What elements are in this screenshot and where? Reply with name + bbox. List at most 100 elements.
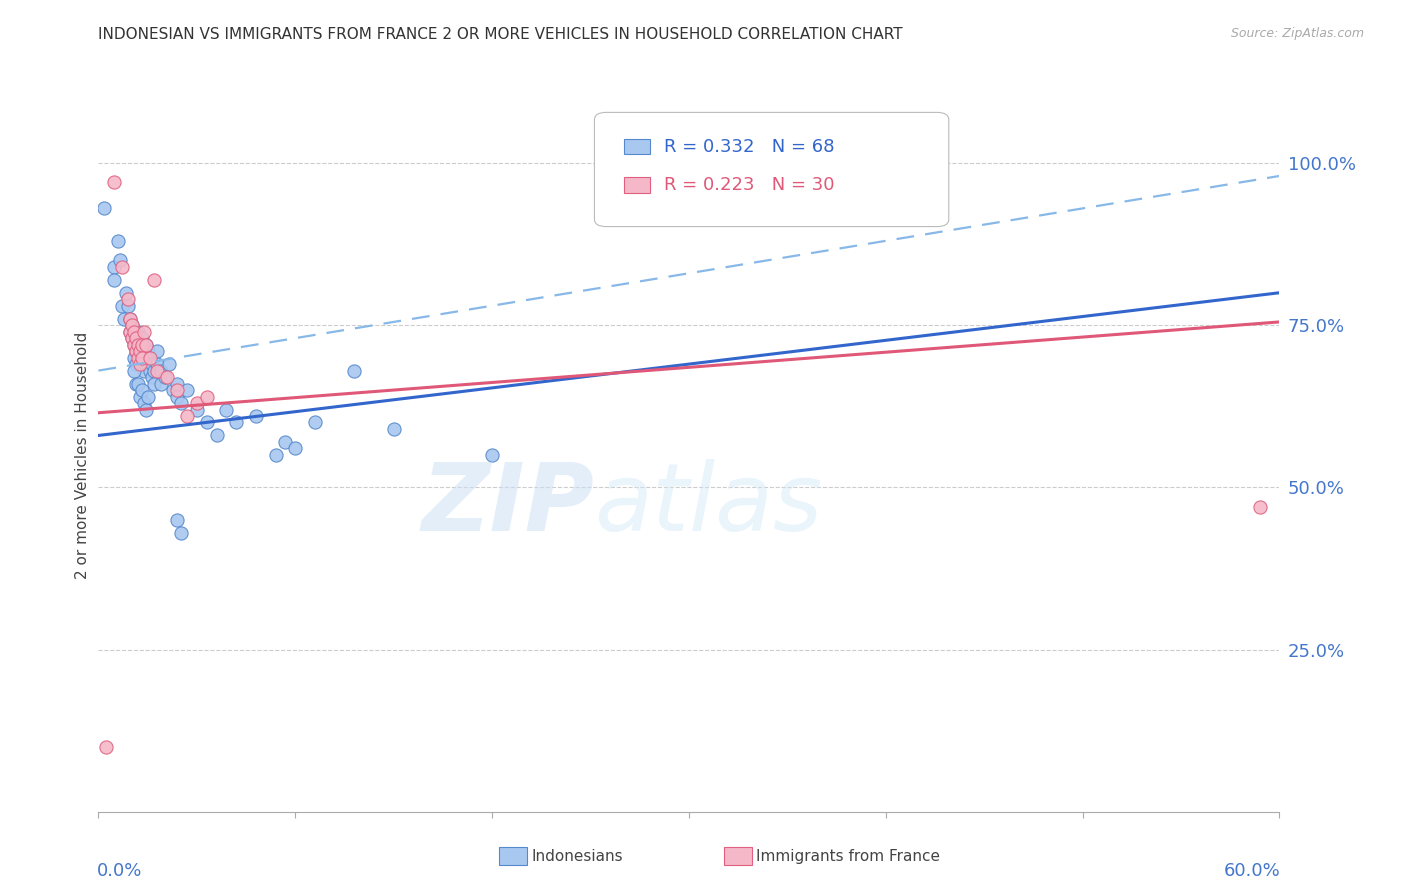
Text: 60.0%: 60.0% <box>1223 862 1281 880</box>
Bar <box>624 178 650 193</box>
Text: Source: ZipAtlas.com: Source: ZipAtlas.com <box>1230 27 1364 40</box>
Point <box>138 363 160 377</box>
Point <box>122 351 145 365</box>
Point <box>122 363 145 377</box>
Point <box>131 331 153 345</box>
Point <box>215 402 238 417</box>
Point <box>274 434 297 449</box>
Point <box>131 337 153 351</box>
Point <box>132 396 155 410</box>
Point <box>135 337 157 351</box>
Text: Immigrants from France: Immigrants from France <box>756 849 941 863</box>
Point <box>141 357 163 371</box>
Point <box>125 376 148 391</box>
Point <box>118 311 141 326</box>
Point <box>176 383 198 397</box>
Point <box>138 351 160 365</box>
Point <box>150 363 173 377</box>
Point <box>118 311 141 326</box>
Point <box>93 202 115 216</box>
Point <box>122 337 145 351</box>
Point <box>157 357 180 371</box>
Point <box>284 442 307 456</box>
Point <box>136 390 159 404</box>
Point <box>343 363 366 377</box>
Point <box>146 363 169 377</box>
Point <box>103 273 125 287</box>
Point <box>127 337 149 351</box>
Text: R = 0.223   N = 30: R = 0.223 N = 30 <box>664 177 835 194</box>
Point <box>162 383 184 397</box>
Point <box>176 409 198 423</box>
Point <box>127 376 149 391</box>
Text: 0.0%: 0.0% <box>97 862 142 880</box>
Point <box>131 383 153 397</box>
Point <box>128 351 150 365</box>
Point <box>132 351 155 365</box>
Point <box>146 344 169 359</box>
Point <box>125 331 148 345</box>
Point <box>135 402 157 417</box>
Point <box>150 376 173 391</box>
Point <box>155 370 177 384</box>
Point <box>186 402 208 417</box>
Point <box>1249 500 1271 514</box>
Point <box>205 428 228 442</box>
Point <box>138 351 160 365</box>
Point <box>141 370 163 384</box>
Point <box>103 176 125 190</box>
Y-axis label: 2 or more Vehicles in Household: 2 or more Vehicles in Household <box>75 331 90 579</box>
Point <box>125 344 148 359</box>
Point <box>115 285 138 300</box>
Point <box>225 416 247 430</box>
Point <box>121 318 143 333</box>
Point <box>96 739 118 754</box>
Point <box>111 299 134 313</box>
Point <box>121 331 143 345</box>
Text: ZIP: ZIP <box>422 458 595 551</box>
Text: INDONESIAN VS IMMIGRANTS FROM FRANCE 2 OR MORE VEHICLES IN HOUSEHOLD CORRELATION: INDONESIAN VS IMMIGRANTS FROM FRANCE 2 O… <box>98 27 903 42</box>
Point <box>304 416 326 430</box>
Point <box>108 253 131 268</box>
Point <box>142 273 165 287</box>
Point <box>166 383 188 397</box>
Point <box>122 337 145 351</box>
Point <box>132 325 155 339</box>
Point <box>128 390 150 404</box>
Point <box>127 351 149 365</box>
Point <box>118 325 141 339</box>
Point <box>117 299 139 313</box>
Point <box>118 325 141 339</box>
Point <box>127 337 149 351</box>
Point <box>195 416 218 430</box>
Point <box>142 376 165 391</box>
Point <box>131 344 153 359</box>
Point <box>170 396 193 410</box>
Point <box>128 344 150 359</box>
Point <box>125 344 148 359</box>
Bar <box>624 139 650 154</box>
Point <box>170 525 193 540</box>
FancyBboxPatch shape <box>595 112 949 227</box>
Point <box>156 370 179 384</box>
Point <box>136 357 159 371</box>
Point <box>166 513 188 527</box>
Point <box>112 311 135 326</box>
Point <box>135 351 157 365</box>
Point <box>132 363 155 377</box>
Point <box>125 357 148 371</box>
Point <box>128 357 150 371</box>
Point <box>121 331 143 345</box>
Point <box>136 344 159 359</box>
Point <box>245 409 267 423</box>
Point <box>195 390 218 404</box>
Point <box>264 448 287 462</box>
Text: atlas: atlas <box>595 459 823 550</box>
Point <box>481 448 503 462</box>
Text: Indonesians: Indonesians <box>531 849 623 863</box>
Point <box>103 260 125 274</box>
Point <box>166 376 188 391</box>
Point <box>186 396 208 410</box>
Point <box>146 357 169 371</box>
Point <box>111 260 134 274</box>
